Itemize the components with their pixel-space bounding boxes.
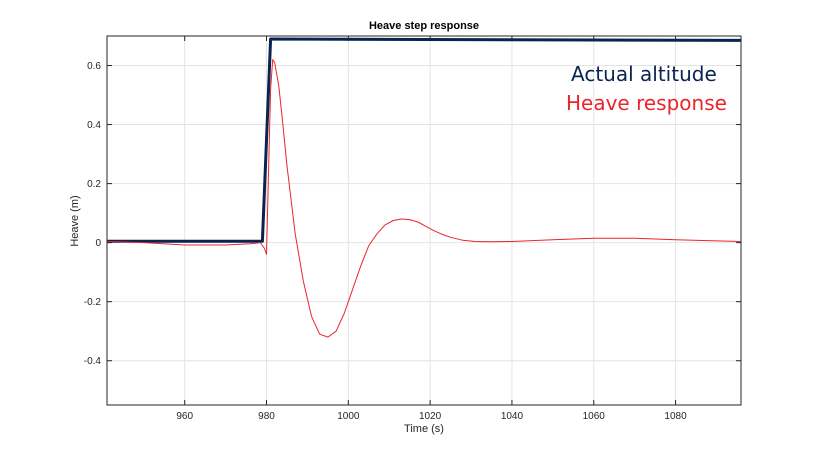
y-tick-label: 0.4: [87, 120, 101, 131]
plot-frame: [106, 35, 742, 406]
x-tick-label: 960: [176, 411, 193, 422]
plot-area: [107, 36, 741, 405]
y-axis-label: Heave (m): [69, 195, 81, 246]
legend-actual-altitude: Actual altitude: [571, 62, 717, 86]
grid-lines: [107, 36, 741, 405]
legend-heave-response: Heave response: [566, 91, 727, 115]
series-line-actual-altitude: [107, 37, 742, 243]
series-line-heave-response: [106, 59, 742, 338]
y-tick-label: 0: [95, 238, 101, 249]
y-tick-label: -0.2: [84, 297, 102, 308]
x-tick-label: 1040: [501, 411, 524, 422]
x-axis-label: Time (s): [404, 423, 444, 435]
x-tick-label: 1000: [337, 411, 360, 422]
x-tick-label: 1020: [419, 411, 442, 422]
axis-ticks: 960 980 1000 1020 1040 1060 1080 -0.4 -0.2 0 0.2 0.…: [84, 36, 741, 422]
x-tick-label: 1060: [583, 411, 606, 422]
y-tick-label: 0.6: [87, 61, 101, 72]
y-tick-label: 0.2: [87, 179, 101, 190]
x-tick-label: 1080: [664, 411, 687, 422]
chart-title: Heave step response: [369, 20, 479, 32]
y-tick-label: -0.4: [84, 356, 102, 367]
x-tick-label: 980: [258, 411, 275, 422]
series-lines: [106, 37, 742, 338]
